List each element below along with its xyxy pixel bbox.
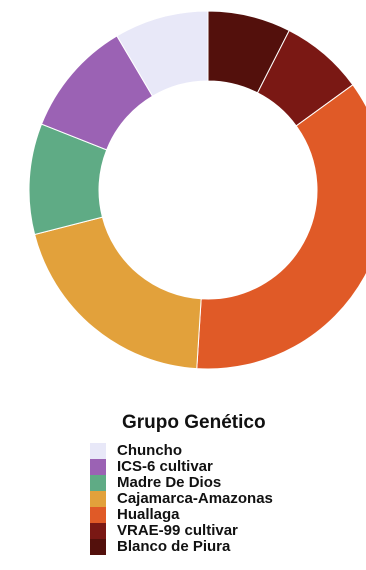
legend-item-huallaga: Huallaga <box>90 507 273 523</box>
legend-label: Madre De Dios <box>117 474 222 491</box>
legend-title: Grupo Genético <box>122 412 266 433</box>
legend-item-cajamarca-amazonas: Cajamarca-Amazonas <box>90 491 273 507</box>
slice-huallaga <box>196 84 366 370</box>
legend-label: Huallaga <box>117 506 180 523</box>
legend-label: VRAE-99 cultivar <box>117 522 238 539</box>
legend-label: ICS-6 cultivar <box>117 458 213 475</box>
legend-swatch <box>90 523 106 539</box>
slice-cajamarca-amazonas <box>34 216 202 370</box>
slice-chuncho <box>116 10 209 97</box>
legend-swatch <box>90 507 106 523</box>
legend-items: Chuncho ICS-6 cultivar Madre De Dios Cajama… <box>90 443 273 555</box>
legend-swatch <box>90 475 106 491</box>
legend-label: Blanco de Piura <box>117 538 231 555</box>
legend-item-chuncho: Chuncho <box>90 443 273 459</box>
donut-chart <box>28 10 366 370</box>
legend-item-vrae-99-cultivar: VRAE-99 cultivar <box>90 523 273 539</box>
legend-swatch <box>90 491 106 507</box>
legend-label: Cajamarca-Amazonas <box>117 490 273 507</box>
legend-swatch <box>90 459 106 475</box>
legend-swatch <box>90 539 106 555</box>
legend-item-ics-6-cultivar: ICS-6 cultivar <box>90 459 273 475</box>
legend-swatch <box>90 443 106 459</box>
legend-label: Chuncho <box>117 442 182 459</box>
legend-item-blanco-de-piura: Blanco de Piura <box>90 539 273 555</box>
legend-item-madre-de-dios: Madre De Dios <box>90 475 273 491</box>
